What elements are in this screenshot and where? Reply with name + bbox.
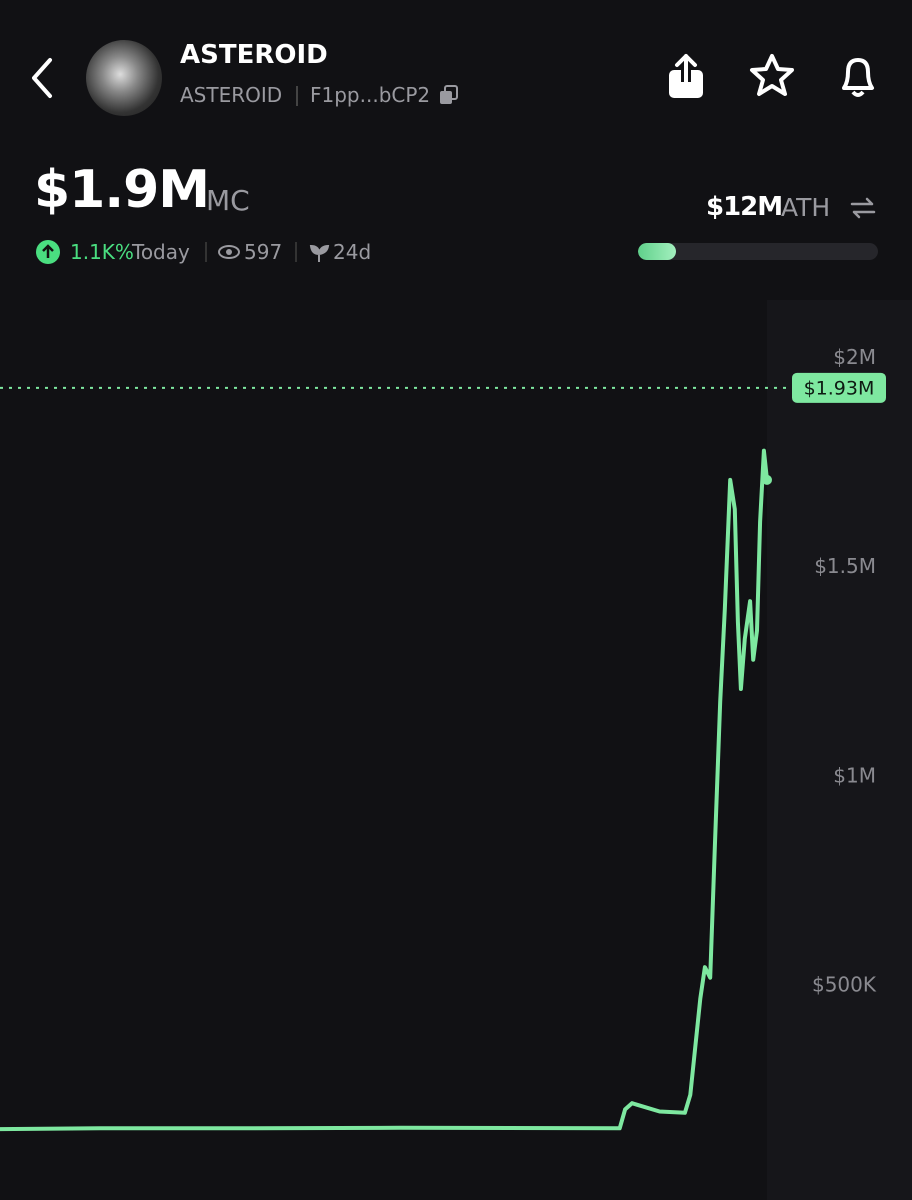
copy-icon[interactable] [438, 84, 460, 106]
separator [205, 242, 207, 262]
current-point [762, 474, 772, 485]
view-count: 597 [244, 240, 283, 264]
current-price-badge [792, 372, 886, 403]
ath-progress [638, 243, 878, 260]
swap-icon[interactable] [848, 195, 878, 221]
change-up-icon [36, 240, 60, 264]
share-button[interactable] [664, 52, 708, 100]
current-price-label: $1.93M [804, 377, 875, 399]
y-tick-label: $500K [812, 973, 877, 997]
token-name: ASTEROID [180, 40, 328, 70]
change-period: Today [132, 240, 190, 264]
age-icon [309, 244, 330, 262]
y-tick-label: $1M [833, 763, 876, 787]
price-change: 1.1K% [70, 240, 134, 264]
ath-value: $12M [706, 192, 783, 222]
token-age: 24d [333, 240, 372, 264]
separator [295, 242, 297, 262]
price-line [0, 448, 769, 1132]
alert-button[interactable] [834, 52, 882, 100]
market-cap: $1.9M [34, 160, 210, 220]
views-icon [218, 245, 240, 259]
ath-label: ATH [781, 193, 831, 222]
market-cap-unit: MC [206, 184, 250, 217]
token-address[interactable]: F1pp...bCP2 [310, 83, 431, 107]
y-tick-label: $1.5M [814, 554, 876, 578]
back-button[interactable] [28, 56, 56, 100]
favorite-button[interactable] [748, 52, 796, 100]
token-symbol: ASTEROID [180, 83, 283, 107]
chart-future-area [767, 300, 912, 1200]
separator [296, 86, 298, 106]
ath-progress-fill [638, 243, 676, 260]
y-tick-label: $2M [833, 345, 876, 369]
token-avatar [86, 40, 162, 116]
